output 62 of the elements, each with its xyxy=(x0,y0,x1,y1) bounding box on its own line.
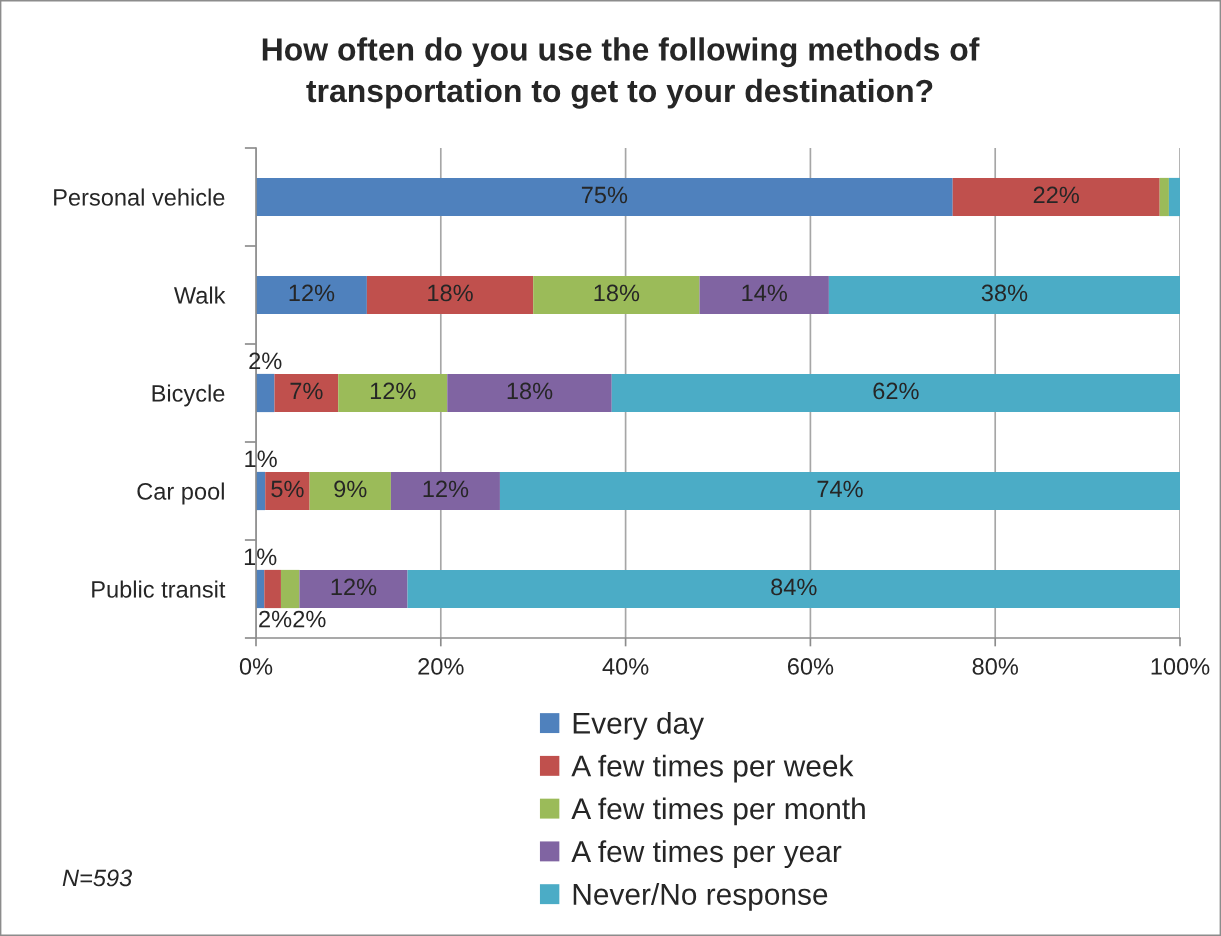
data-label: 5% xyxy=(271,480,304,498)
bar xyxy=(828,275,1180,315)
bar xyxy=(1168,177,1180,217)
bar xyxy=(280,569,300,609)
bar xyxy=(265,471,310,511)
y-tick-label: Bicycle xyxy=(152,384,225,407)
bar xyxy=(407,569,1180,609)
data-label: 84% xyxy=(771,578,817,596)
data-label: 2% xyxy=(259,610,292,628)
legend-label: A few times per week xyxy=(571,754,854,783)
data-label: 7% xyxy=(290,382,323,400)
data-label: 2% xyxy=(249,352,282,370)
bar xyxy=(1159,177,1169,217)
x-tick-label: 0% xyxy=(239,658,273,675)
x-tick-label: 80% xyxy=(972,658,1018,675)
data-label: 12% xyxy=(289,284,335,302)
data-label: 1% xyxy=(244,548,277,566)
data-label: 12% xyxy=(331,578,377,596)
data-label: 74% xyxy=(817,480,863,498)
bar xyxy=(299,569,408,609)
data-label: 75% xyxy=(581,186,628,204)
data-label: 2% xyxy=(293,610,326,628)
data-label: 12% xyxy=(370,382,416,400)
bar xyxy=(952,177,1160,217)
data-label: 18% xyxy=(428,284,473,302)
legend-label: Never/No response xyxy=(573,883,828,911)
data-label: 14% xyxy=(742,284,787,302)
data-label: 22% xyxy=(1033,186,1079,204)
legend-label: A few times per month xyxy=(571,797,865,826)
data-label: 12% xyxy=(423,480,469,498)
data-label: 9% xyxy=(334,480,367,498)
bar xyxy=(264,569,281,609)
y-tick-label: Walk xyxy=(173,286,226,304)
bar xyxy=(499,471,1180,511)
chart-title: How often do you use the following methods of transportation to get to your destination? xyxy=(262,37,980,109)
bar xyxy=(256,373,275,413)
x-tick-label: 20% xyxy=(418,658,464,675)
bar xyxy=(256,177,953,217)
bar xyxy=(611,373,1180,413)
bar xyxy=(256,275,367,315)
bar xyxy=(447,373,612,413)
x-tick-label: 100% xyxy=(1151,658,1210,675)
y-tick-label: Personal vehicle xyxy=(54,188,225,206)
y-tick-label: Public transit xyxy=(92,580,226,598)
bar xyxy=(274,373,339,413)
bar xyxy=(338,373,448,413)
data-label: 62% xyxy=(873,382,919,400)
x-tick-label: 40% xyxy=(602,658,649,675)
data-label: 1% xyxy=(245,450,277,468)
legend-label: A few times per year xyxy=(571,840,842,869)
data-label: 18% xyxy=(507,382,553,400)
bar xyxy=(366,275,534,315)
y-tick-label: Car pool xyxy=(137,482,224,505)
bar xyxy=(533,275,700,315)
x-tick-label: 60% xyxy=(787,658,834,675)
data-label: 18% xyxy=(594,284,640,302)
text: N=593 xyxy=(62,869,133,887)
bar xyxy=(390,471,500,511)
bar xyxy=(309,471,391,511)
legend-label: Every day xyxy=(573,711,705,740)
bar xyxy=(699,275,829,315)
data-label: 38% xyxy=(981,284,1028,302)
